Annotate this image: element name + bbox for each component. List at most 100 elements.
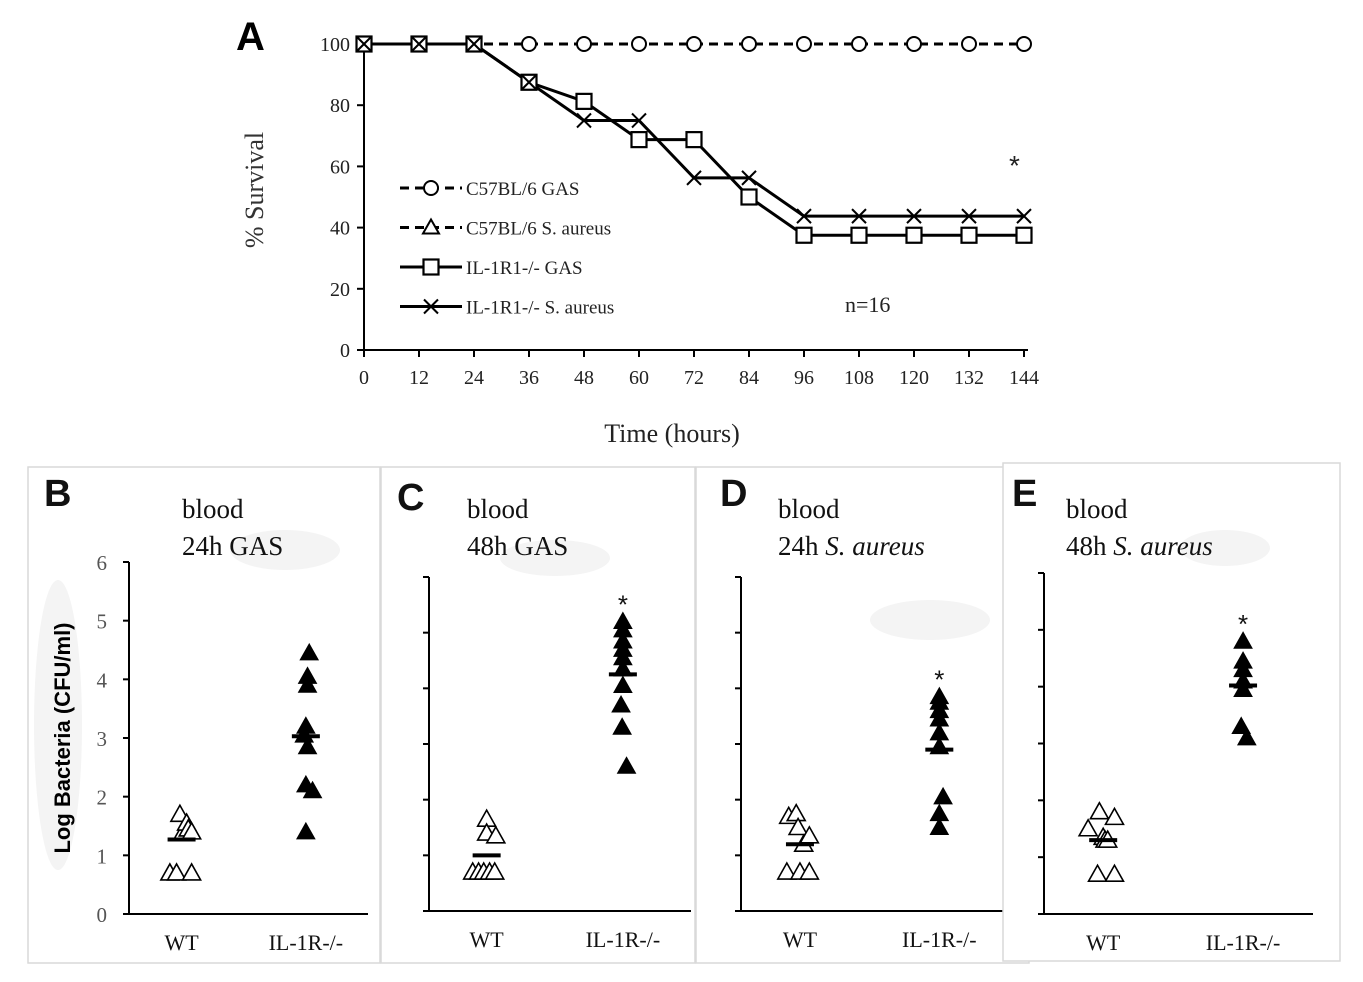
x-marker-stroke — [356, 36, 372, 52]
y-tick-label: 0 — [340, 340, 350, 362]
series-2-point — [740, 188, 758, 206]
series-2-point — [685, 131, 703, 149]
series-3-point — [741, 170, 757, 186]
series-0-point — [741, 36, 757, 52]
panel-e-label: E — [1012, 473, 1037, 515]
series-line-3 — [364, 42, 1024, 218]
x-marker-stroke — [1016, 208, 1032, 224]
panel-title-line1: blood — [1066, 494, 1128, 524]
panel-title-line1: blood — [467, 494, 529, 524]
panel-d-label: D — [720, 473, 747, 515]
category-label-0: WT — [470, 927, 505, 952]
series-0-point — [631, 36, 647, 52]
y-tick-label: 80 — [330, 95, 350, 117]
filled-triangle-point — [612, 717, 633, 735]
filled-triangle-point — [1231, 716, 1252, 734]
open-triangle-point — [787, 816, 809, 836]
series-0-point — [961, 36, 977, 52]
filled-triangle-point — [299, 642, 320, 661]
legend-label-3: IL-1R1-/- S. aureus — [466, 298, 614, 319]
y-tick-label: 60 — [330, 156, 350, 178]
x-tick-label: 120 — [899, 367, 929, 389]
filled-triangle-point — [611, 695, 631, 713]
series-3-point — [576, 112, 592, 129]
y-tick-label: 3 — [97, 727, 108, 751]
open-triangle-point — [485, 825, 507, 844]
filled-triangle-point — [929, 817, 950, 835]
series-3-point — [851, 208, 867, 224]
legend-marker-1 — [421, 217, 441, 235]
series-3-point — [356, 36, 372, 52]
series-2-point — [960, 226, 978, 244]
series-3-point — [466, 36, 482, 52]
filled-triangle-point — [302, 780, 323, 799]
x-tick-label: 12 — [409, 367, 429, 389]
x-tick-label: 48 — [574, 367, 594, 389]
filled-triangle-point — [297, 675, 318, 693]
y-tick-label: 4 — [97, 668, 108, 692]
y-tick-label: 5 — [97, 610, 108, 634]
panel-a-label: A — [236, 15, 265, 59]
category-label-0: WT — [1086, 930, 1121, 955]
x-marker-stroke — [411, 36, 427, 52]
panel-title-line1: blood — [778, 494, 840, 524]
title-organism: GAS — [514, 531, 568, 561]
significance-star: * — [934, 665, 944, 695]
x-axis-label: Time (hours) — [604, 419, 740, 448]
significance-star: * — [618, 590, 628, 620]
series-0-point — [851, 36, 867, 52]
x-marker-stroke — [906, 208, 922, 224]
panel-c-label: C — [397, 477, 424, 519]
panel-frame — [1002, 462, 1341, 962]
background-smudge — [230, 530, 340, 570]
background-smudge — [34, 580, 82, 870]
legend-marker-3 — [423, 298, 439, 315]
category-label-1: IL-1R-/- — [586, 927, 661, 952]
x-tick-label: 36 — [519, 367, 539, 389]
filled-triangle-point — [933, 786, 953, 805]
x-marker-stroke — [796, 208, 812, 224]
series-0-point — [576, 36, 592, 52]
category-label-1: IL-1R-/- — [902, 927, 977, 952]
open-triangle-point — [1104, 806, 1125, 826]
panel-b-label: B — [44, 473, 71, 515]
open-triangle-point — [181, 862, 202, 881]
filled-triangle-point — [1236, 727, 1257, 746]
x-tick-label: 144 — [1009, 367, 1039, 389]
open-triangle-point — [1089, 801, 1110, 820]
legend-marker-2 — [422, 258, 440, 276]
open-triangle-point — [166, 862, 187, 881]
series-2-point — [795, 226, 813, 244]
x-tick-label: 84 — [739, 367, 759, 389]
x-marker-stroke — [521, 74, 537, 90]
panel-title-line2: 48h GAS — [467, 531, 568, 561]
x-marker-stroke — [686, 170, 702, 186]
filled-triangle-point — [1233, 631, 1253, 649]
y-tick-label: 100 — [320, 34, 350, 56]
series-2-point — [850, 226, 868, 244]
category-label-0: WT — [164, 930, 199, 955]
open-triangle-point — [1104, 863, 1125, 883]
x-tick-label: 96 — [794, 367, 814, 389]
panel-title-line1: blood — [182, 494, 244, 524]
filled-triangle-point — [616, 756, 637, 774]
x-marker-stroke — [961, 208, 977, 224]
category-label-1: IL-1R-/- — [269, 930, 344, 955]
open-triangle-point — [1077, 818, 1099, 837]
series-2-point — [905, 226, 923, 244]
series-3-point — [521, 74, 537, 90]
filled-triangle-point — [296, 821, 316, 840]
x-tick-label: 0 — [359, 367, 369, 389]
panel-title-line2: 48h S. aureus — [1066, 531, 1213, 561]
series-3-point — [961, 208, 977, 224]
x-marker-stroke — [851, 208, 867, 224]
x-marker-stroke — [466, 36, 482, 52]
title-organism: GAS — [229, 531, 283, 561]
y-tick-label: 20 — [330, 279, 350, 301]
filled-triangle-point — [297, 736, 318, 755]
series-0-point — [906, 36, 922, 52]
significance-star: * — [1238, 609, 1248, 639]
